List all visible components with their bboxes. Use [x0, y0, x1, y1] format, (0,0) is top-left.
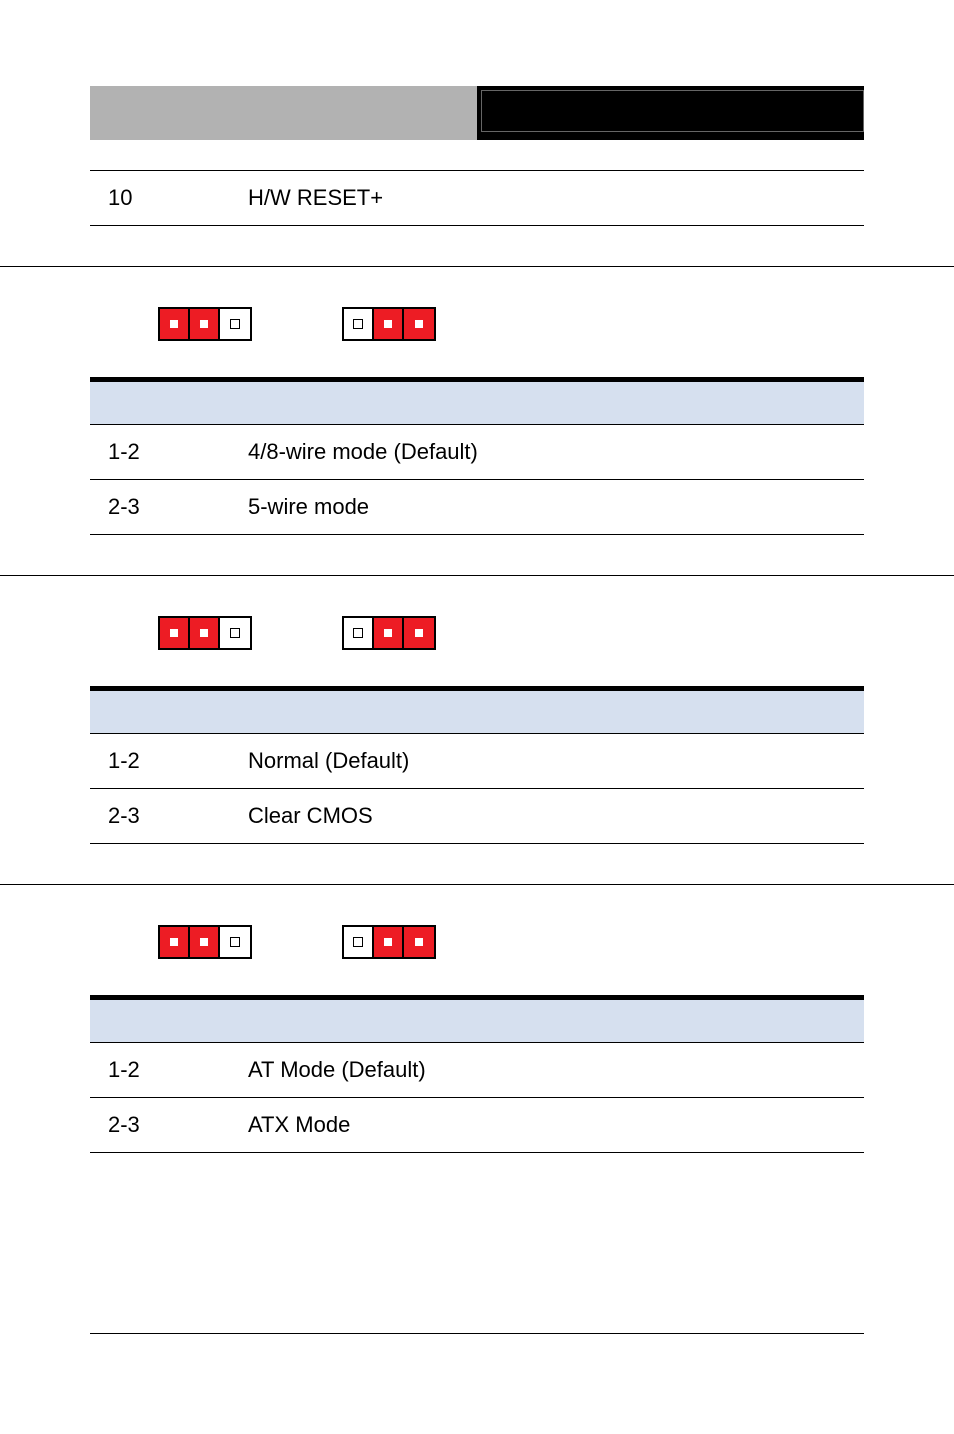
jumper-section-3: 1-2 AT Mode (Default) 2-3 ATX Mode	[90, 925, 864, 1153]
pin-cell: 1-2	[108, 439, 248, 465]
jumper-pin-icon	[220, 927, 250, 957]
jumper-pin-icon	[190, 618, 220, 648]
jumper-diagram-row	[90, 307, 864, 341]
divider	[90, 534, 864, 535]
jumper-diagram-icon	[342, 307, 436, 341]
table-row: 2-3 ATX Mode	[90, 1098, 864, 1152]
table-row: 1-2 4/8-wire mode (Default)	[90, 425, 864, 479]
jumper-diagram-icon	[342, 616, 436, 650]
signal-cell: H/W RESET+	[248, 185, 846, 211]
header-inner-box	[481, 90, 864, 132]
table-row: 1-2 AT Mode (Default)	[90, 1043, 864, 1097]
jumper-pin-icon	[190, 927, 220, 957]
jumper-pin-icon	[220, 309, 250, 339]
divider	[90, 1152, 864, 1153]
pin-cell: 2-3	[108, 494, 248, 520]
page-header-bar	[90, 86, 864, 140]
pin-cell: 10	[108, 185, 248, 211]
desc-cell: Clear CMOS	[248, 803, 846, 829]
section-divider	[0, 884, 954, 885]
desc-cell: 5-wire mode	[248, 494, 846, 520]
jumper-pin-icon	[404, 618, 434, 648]
pin-cell: 1-2	[108, 748, 248, 774]
jumper-pin-icon	[404, 927, 434, 957]
table-row: 2-3 5-wire mode	[90, 480, 864, 534]
desc-cell: 4/8-wire mode (Default)	[248, 439, 846, 465]
jumper-section-2: 1-2 Normal (Default) 2-3 Clear CMOS	[90, 616, 864, 844]
table-header-row	[90, 1000, 864, 1042]
jumper-pin-icon	[404, 309, 434, 339]
jumper-diagram-row	[90, 925, 864, 959]
divider	[90, 843, 864, 844]
jumper-pin-icon	[344, 618, 374, 648]
jumper-diagram-icon	[158, 616, 252, 650]
jumper-pin-icon	[374, 309, 404, 339]
header-black-block	[477, 86, 864, 140]
table-row: 1-2 Normal (Default)	[90, 734, 864, 788]
jumper-pin-icon	[190, 309, 220, 339]
table-header-row	[90, 691, 864, 733]
footer-divider	[90, 1333, 864, 1334]
header-gray-block	[90, 86, 477, 140]
desc-cell: Normal (Default)	[248, 748, 846, 774]
desc-cell: ATX Mode	[248, 1112, 846, 1138]
jumper-pin-icon	[374, 618, 404, 648]
divider	[90, 225, 864, 226]
jumper-diagram-icon	[158, 925, 252, 959]
jumper-pin-icon	[344, 927, 374, 957]
jumper-pin-icon	[374, 927, 404, 957]
jumper-pin-icon	[220, 618, 250, 648]
pin-cell: 2-3	[108, 1112, 248, 1138]
jumper-pin-icon	[160, 618, 190, 648]
jumper-diagram-row	[90, 616, 864, 650]
table-row: 2-3 Clear CMOS	[90, 789, 864, 843]
jumper-diagram-icon	[342, 925, 436, 959]
section-divider	[0, 575, 954, 576]
table-header-row	[90, 382, 864, 424]
jumper-pin-icon	[160, 927, 190, 957]
jumper-section-1: 1-2 4/8-wire mode (Default) 2-3 5-wire m…	[90, 307, 864, 535]
section-divider	[0, 266, 954, 267]
jumper-pin-icon	[160, 309, 190, 339]
jumper-diagram-icon	[158, 307, 252, 341]
pin-cell: 2-3	[108, 803, 248, 829]
pin-cell: 1-2	[108, 1057, 248, 1083]
jumper-pin-icon	[344, 309, 374, 339]
desc-cell: AT Mode (Default)	[248, 1057, 846, 1083]
table-row: 10 H/W RESET+	[90, 171, 864, 225]
